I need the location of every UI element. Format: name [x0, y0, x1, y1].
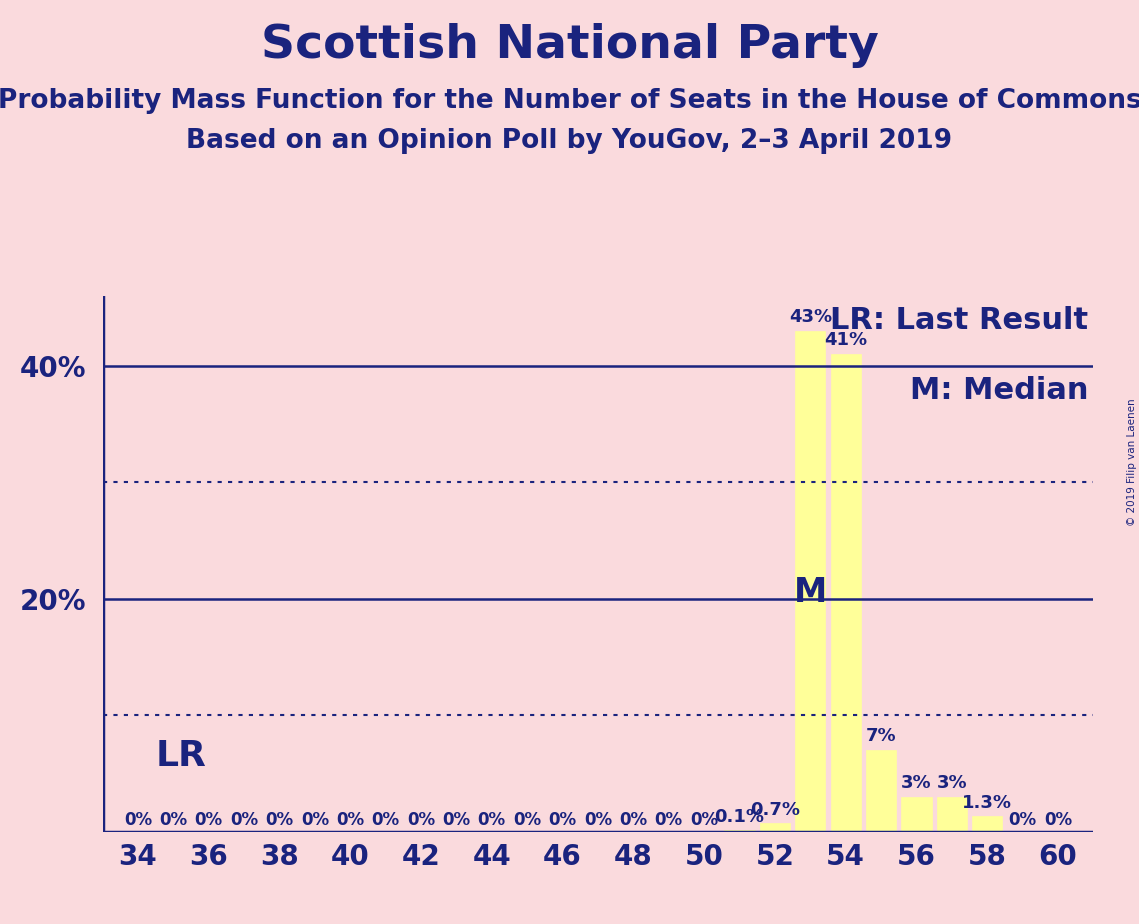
Text: 0%: 0%: [301, 811, 329, 829]
Text: Probability Mass Function for the Number of Seats in the House of Commons: Probability Mass Function for the Number…: [0, 88, 1139, 114]
Bar: [795, 331, 826, 832]
Text: 43%: 43%: [788, 308, 831, 326]
Bar: [973, 817, 1002, 832]
Text: M: Median: M: Median: [910, 376, 1089, 405]
Text: 0%: 0%: [514, 811, 541, 829]
Text: 0%: 0%: [124, 811, 151, 829]
Text: 3%: 3%: [901, 774, 932, 792]
Text: 0%: 0%: [549, 811, 576, 829]
Text: 0.1%: 0.1%: [714, 808, 764, 826]
Text: 0%: 0%: [477, 811, 506, 829]
Bar: [937, 796, 967, 832]
Text: 0%: 0%: [620, 811, 647, 829]
Text: LR: LR: [156, 739, 206, 772]
Text: 3%: 3%: [936, 774, 967, 792]
Text: 1.3%: 1.3%: [962, 794, 1013, 812]
Text: 0%: 0%: [407, 811, 435, 829]
Text: 0%: 0%: [584, 811, 612, 829]
Text: 0%: 0%: [690, 811, 719, 829]
Bar: [901, 796, 932, 832]
Text: 7%: 7%: [866, 727, 896, 746]
Bar: [830, 354, 861, 832]
Text: 0%: 0%: [1009, 811, 1036, 829]
Bar: [866, 750, 896, 832]
Bar: [760, 823, 790, 832]
Text: M: M: [794, 577, 827, 609]
Text: Based on an Opinion Poll by YouGov, 2–3 April 2019: Based on an Opinion Poll by YouGov, 2–3 …: [187, 128, 952, 153]
Text: 0%: 0%: [159, 811, 187, 829]
Text: 0%: 0%: [371, 811, 400, 829]
Bar: [724, 831, 754, 832]
Text: 41%: 41%: [825, 332, 867, 349]
Text: 0%: 0%: [230, 811, 259, 829]
Text: 0%: 0%: [195, 811, 223, 829]
Text: 0%: 0%: [655, 811, 682, 829]
Text: 0%: 0%: [442, 811, 470, 829]
Text: 0%: 0%: [1044, 811, 1072, 829]
Text: 0%: 0%: [265, 811, 294, 829]
Text: Scottish National Party: Scottish National Party: [261, 23, 878, 68]
Text: © 2019 Filip van Laenen: © 2019 Filip van Laenen: [1126, 398, 1137, 526]
Text: 0.7%: 0.7%: [749, 801, 800, 819]
Text: 0%: 0%: [336, 811, 364, 829]
Text: LR: Last Result: LR: Last Result: [830, 307, 1089, 335]
